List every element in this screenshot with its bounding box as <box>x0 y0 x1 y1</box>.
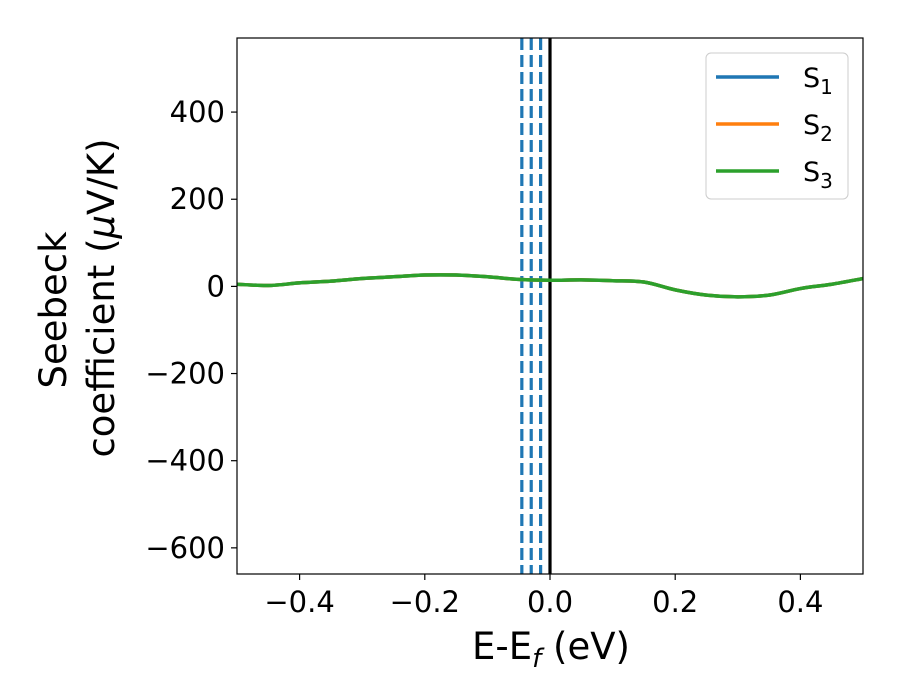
y-axis-title-unit: V/K) <box>80 138 123 214</box>
x-tick-label: −0.4 <box>264 585 334 619</box>
legend-box <box>705 52 849 200</box>
y-axis: −600 −400 −200 0 200 400 <box>145 95 237 565</box>
y-axis-title-text: coefficient ( <box>80 238 123 457</box>
legend: S1 S2 S3 <box>705 52 849 200</box>
y-tick-label: −200 <box>145 357 225 391</box>
y-axis-title-line1: Seebeck <box>32 231 75 389</box>
x-tick-label: −0.2 <box>390 585 460 619</box>
legend-label: S2 <box>803 110 833 146</box>
x-tick-label: 0.0 <box>527 585 573 619</box>
y-tick-label: −400 <box>145 444 225 478</box>
x-tick-label: 0.4 <box>777 585 823 619</box>
y-tick-label: 0 <box>207 269 225 303</box>
y-tick-label: −600 <box>145 531 225 565</box>
legend-label: S3 <box>803 157 833 193</box>
x-axis-title-unit: (eV) <box>541 625 630 668</box>
x-tick-label: 0.2 <box>652 585 698 619</box>
x-axis-title: E-Ef (eV) <box>472 625 630 674</box>
x-axis-title-main: E-E <box>472 625 532 668</box>
y-axis-title-line2: coefficient (μV/K) <box>80 138 123 457</box>
data-layer <box>237 38 863 574</box>
series-line-s3 <box>237 273 863 299</box>
y-axis-title-mu: μ <box>80 215 123 240</box>
y-tick-label: 200 <box>170 182 225 216</box>
legend-label: S1 <box>803 63 833 99</box>
y-tick-label: 400 <box>170 95 225 129</box>
x-axis: −0.4 −0.2 0.0 0.2 0.4 <box>264 574 823 619</box>
